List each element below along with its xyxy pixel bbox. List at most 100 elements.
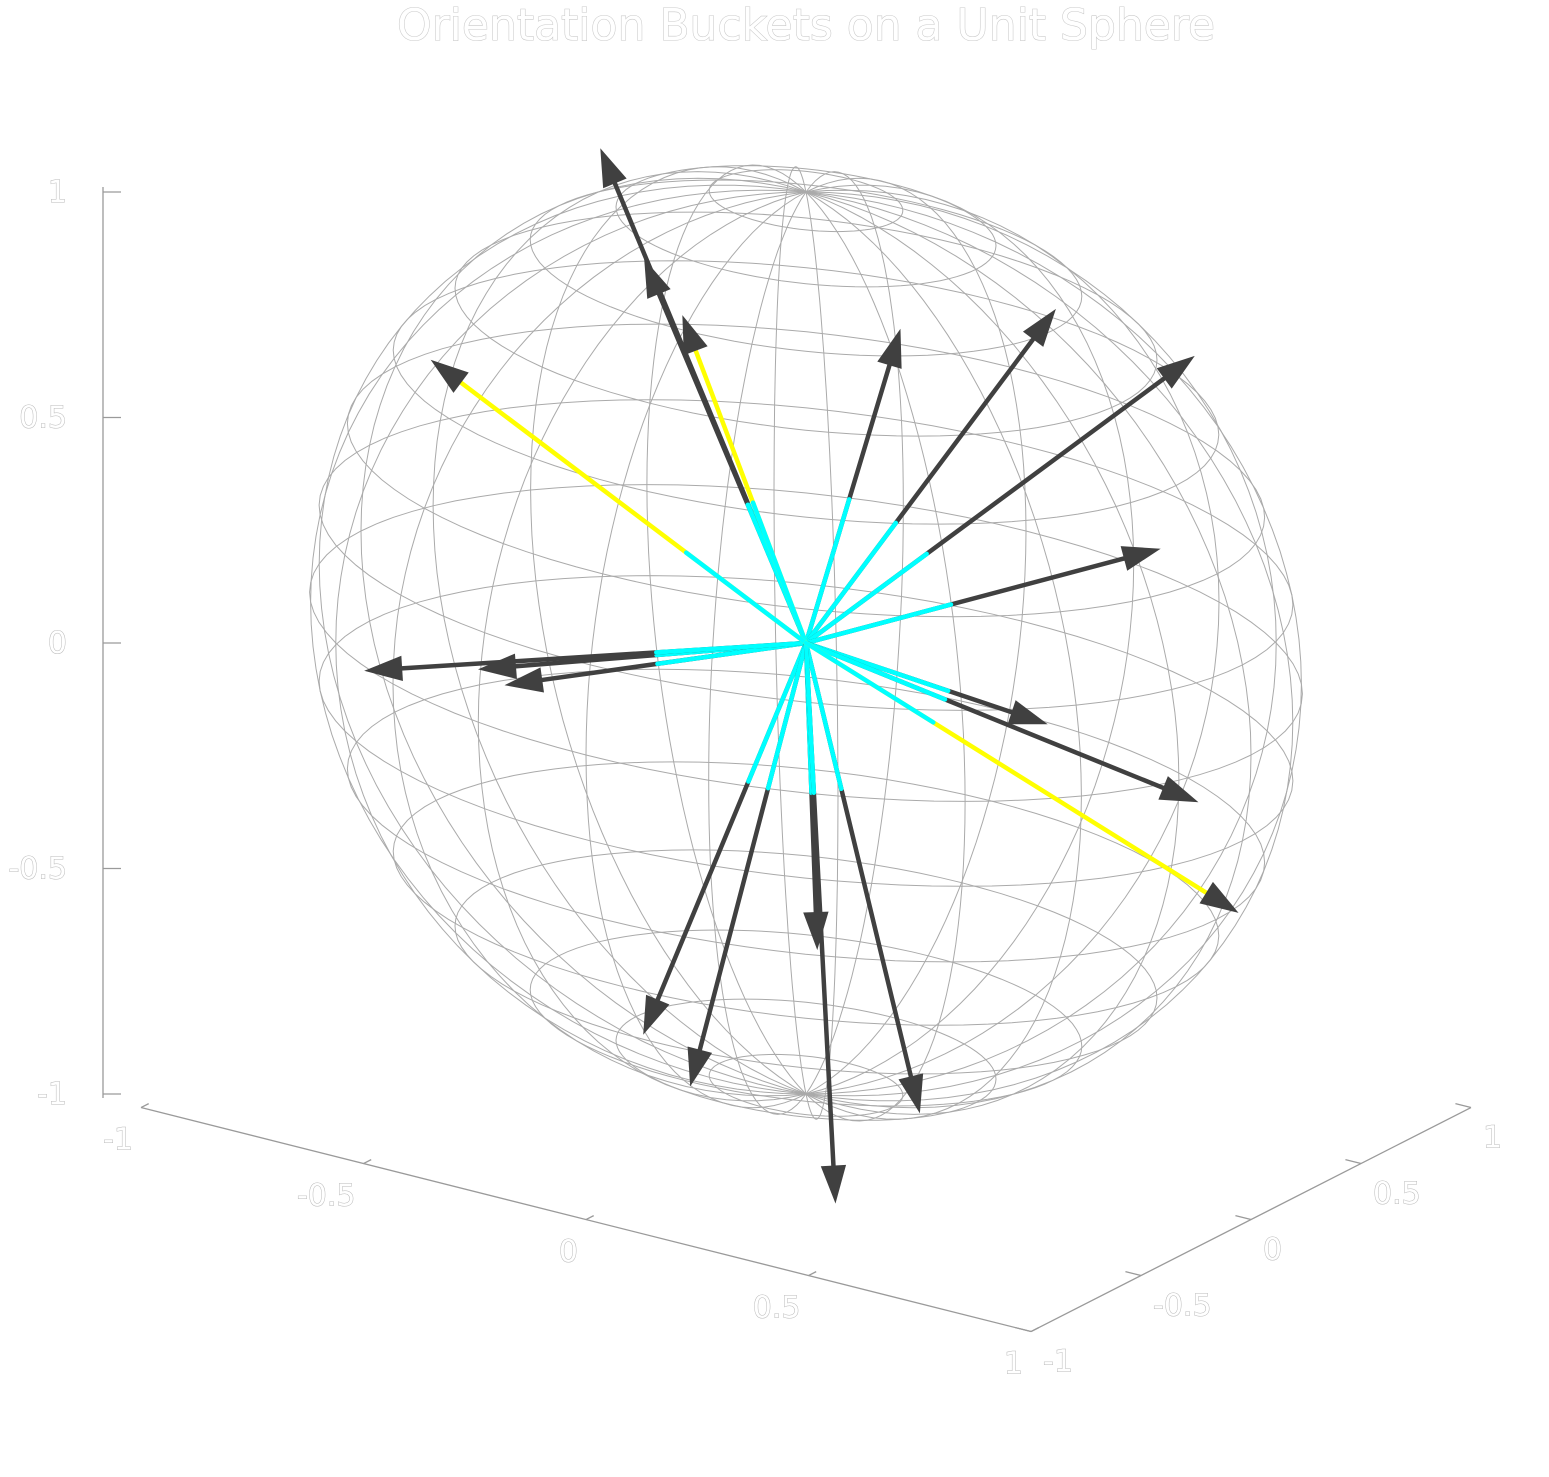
z-tick-label: 0 xyxy=(48,626,67,661)
x-tick-label: 0.5 xyxy=(753,1291,801,1326)
x-tick-mark xyxy=(140,1103,149,1109)
arrow-head xyxy=(1120,546,1161,571)
orientation-arrow xyxy=(803,328,902,646)
orientation-arrow xyxy=(803,640,1048,725)
orientation-arrow xyxy=(803,546,1161,646)
orientation-arrow xyxy=(430,359,809,646)
y-tick-label: 1 xyxy=(1483,1121,1502,1156)
x-tick-label: 0 xyxy=(559,1235,578,1270)
arrow-head xyxy=(1158,776,1199,803)
arrow-head xyxy=(600,148,627,189)
sphere-longitude-line xyxy=(805,191,1294,1102)
sphere-longitude-line xyxy=(805,191,1082,1120)
arrow-origin-segment xyxy=(654,640,809,655)
sphere-longitude-line xyxy=(805,191,1302,1097)
arrow-head xyxy=(877,328,902,369)
sphere-latitude-line xyxy=(615,998,997,1121)
x-tick-label: -1 xyxy=(103,1123,133,1158)
sphere-longitude-line xyxy=(805,191,1252,1109)
y-tick-label: -0.5 xyxy=(1153,1289,1212,1324)
arrow-head xyxy=(898,1073,924,1114)
sphere-longitude-line xyxy=(360,177,807,1095)
orientation-arrow xyxy=(364,640,809,682)
sphere-longitude-line xyxy=(392,191,807,1097)
sphere-latitude-line xyxy=(318,575,1294,887)
z-tick-label: -1 xyxy=(37,1077,67,1112)
arrow-head xyxy=(820,1164,847,1204)
orientation-arrow xyxy=(803,640,1199,803)
orientation-arrow xyxy=(687,640,809,1087)
x-tick-label: -0.5 xyxy=(297,1179,356,1214)
arrow-origin-segment xyxy=(746,640,809,784)
arrow-head xyxy=(364,655,403,682)
y-tick-mark xyxy=(1455,1102,1472,1109)
arrow-origin-segment xyxy=(803,640,948,702)
z-tick-label: -0.5 xyxy=(8,852,67,887)
sphere-wireframe xyxy=(309,164,1303,1122)
arrow-head xyxy=(1007,700,1048,725)
sphere-latitude-line xyxy=(615,165,997,288)
arrow-head xyxy=(1156,355,1195,389)
arrow-origin-segment xyxy=(803,640,936,725)
arrow-origin-segment xyxy=(803,520,899,646)
arrow-origin-segment xyxy=(803,602,954,646)
x-tick-mark xyxy=(808,1271,817,1277)
arrow-head xyxy=(430,359,469,393)
arrow-origin-segment xyxy=(750,500,809,646)
orientation-vectors xyxy=(364,148,1239,1204)
sphere-latitude-line xyxy=(346,323,1266,618)
sphere-longitude-line xyxy=(805,184,1135,1095)
sphere-longitude-line xyxy=(708,191,807,1115)
sphere-longitude-line xyxy=(805,177,1027,1095)
arrow-origin-segment xyxy=(803,551,929,646)
sphere-longitude-line xyxy=(585,191,807,1109)
orientation-arrow xyxy=(803,640,1239,913)
y-tick-label: 0 xyxy=(1263,1233,1282,1268)
x-tick-label: 1 xyxy=(1004,1347,1023,1382)
sphere-longitude-line xyxy=(432,171,807,1095)
sphere-longitude-line xyxy=(477,191,807,1102)
arrow-head xyxy=(682,315,708,356)
orientation-arrow xyxy=(803,308,1056,646)
sphere-longitude-line xyxy=(318,184,807,1095)
arrow-head xyxy=(478,653,517,679)
y-tick-mark xyxy=(1015,1326,1032,1333)
sphere-longitude-line xyxy=(335,191,807,1095)
y-tick-mark xyxy=(1345,1158,1362,1165)
arrow-head xyxy=(803,911,829,951)
z-tick-label: 1 xyxy=(48,175,67,210)
arrow-head xyxy=(644,258,671,299)
sphere-longitude-line xyxy=(773,166,807,1095)
sphere-longitude-line xyxy=(310,189,807,1095)
arrow-origin-segment xyxy=(765,640,809,791)
orientation-arrow xyxy=(644,258,809,646)
arrow-origin-segment xyxy=(803,497,852,646)
arrow-head xyxy=(504,667,544,693)
sphere-longitude-line xyxy=(530,166,807,1095)
axes: -1 -0.5 0 0.5 1 -1 -0.5 0 0.5 1 -1 -0.5 0 0.5 1 xyxy=(8,175,1503,1383)
sphere-longitude-line xyxy=(805,171,904,1095)
sphere-longitude-line xyxy=(805,189,1220,1095)
arrow-head xyxy=(1199,881,1239,913)
x-tick-mark xyxy=(363,1159,372,1165)
orientation-arrow xyxy=(803,640,924,1114)
z-tick-label: 0.5 xyxy=(19,401,67,436)
arrow-origin-segment xyxy=(684,550,809,646)
y-tick-mark xyxy=(1125,1270,1142,1277)
sphere-longitude-line xyxy=(805,191,839,1120)
y-tick-mark xyxy=(1235,1214,1252,1221)
arrow-head xyxy=(687,1046,713,1087)
arrow-head xyxy=(643,994,670,1035)
orientation-arrow xyxy=(682,315,809,646)
arrow-origin-segment xyxy=(803,640,844,792)
sphere-longitude-line xyxy=(805,191,1277,1095)
orientation-arrow xyxy=(643,640,809,1035)
arrow-head xyxy=(1022,308,1056,347)
y-tick-label: 0.5 xyxy=(1373,1177,1421,1212)
chart-title: Orientation Buckets on a Unit Sphere xyxy=(397,0,1215,51)
orientation-arrow xyxy=(803,355,1195,646)
x-tick-mark xyxy=(585,1215,594,1221)
y-tick-label: -1 xyxy=(1043,1345,1073,1380)
x-tick-mark xyxy=(1030,1327,1039,1333)
